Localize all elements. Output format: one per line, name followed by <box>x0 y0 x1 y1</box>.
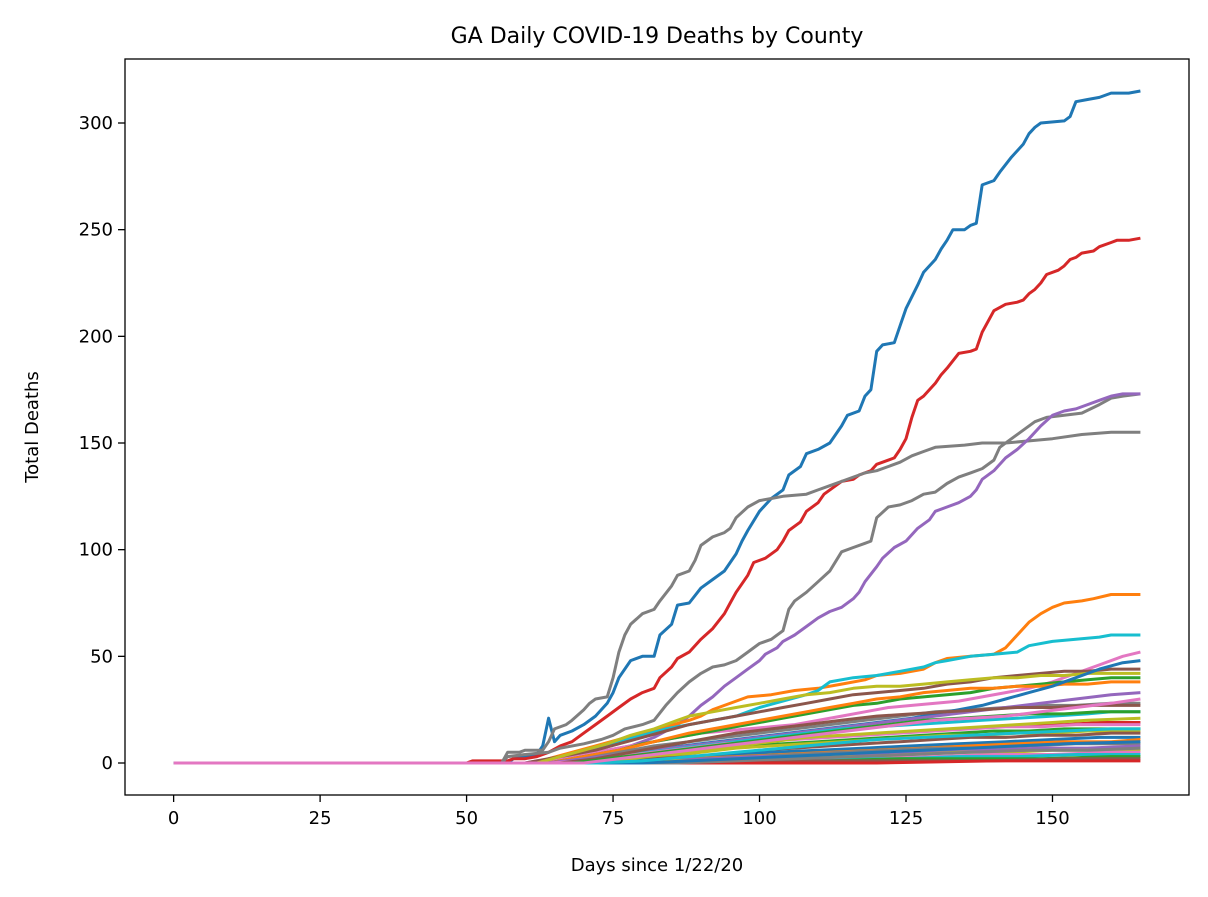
y-tick-label-1: 50 <box>90 646 113 667</box>
series-line-32 <box>173 740 1141 765</box>
series-line-36 <box>173 727 1141 765</box>
series-line-12 <box>173 701 1141 765</box>
series-line-34 <box>173 703 1141 765</box>
series-line-31 <box>173 746 1141 765</box>
x-axis: 0 25 50 75 100 125 150 <box>168 795 1070 829</box>
y-tick-label-3: 150 <box>79 433 113 454</box>
y-tick-label-6: 300 <box>79 113 113 134</box>
series-line-8 <box>173 667 1141 765</box>
series-line-6 <box>173 633 1141 765</box>
x-tick-label-6: 150 <box>1035 808 1069 829</box>
x-axis-label: Days since 1/22/20 <box>571 855 744 876</box>
series-line-2 <box>173 430 1141 765</box>
plot-area-frame <box>124 58 1190 796</box>
series-line-37 <box>173 697 1141 765</box>
x-tick-label-2: 50 <box>455 808 478 829</box>
y-tick-label-2: 100 <box>79 540 113 561</box>
chart-title: GA Daily COVID-19 Deaths by County <box>451 24 864 49</box>
y-tick-label-0: 0 <box>102 753 113 774</box>
series-line-3 <box>173 392 1141 765</box>
x-tick-label-3: 75 <box>602 808 625 829</box>
x-tick-label-0: 0 <box>168 808 179 829</box>
x-tick-label-4: 100 <box>742 808 776 829</box>
x-tick-label-1: 25 <box>309 808 332 829</box>
series-line-9 <box>173 671 1141 765</box>
series-line-4 <box>173 392 1141 765</box>
series-line-0 <box>173 89 1141 765</box>
x-tick-label-5: 125 <box>889 808 923 829</box>
y-tick-label-5: 250 <box>79 220 113 241</box>
y-axis-label: Total Deaths <box>22 371 43 484</box>
y-axis: 0 50 100 150 200 250 300 <box>79 113 125 774</box>
y-tick-label-4: 200 <box>79 326 113 347</box>
series-lines <box>173 89 1141 765</box>
series-line-11 <box>173 680 1141 765</box>
